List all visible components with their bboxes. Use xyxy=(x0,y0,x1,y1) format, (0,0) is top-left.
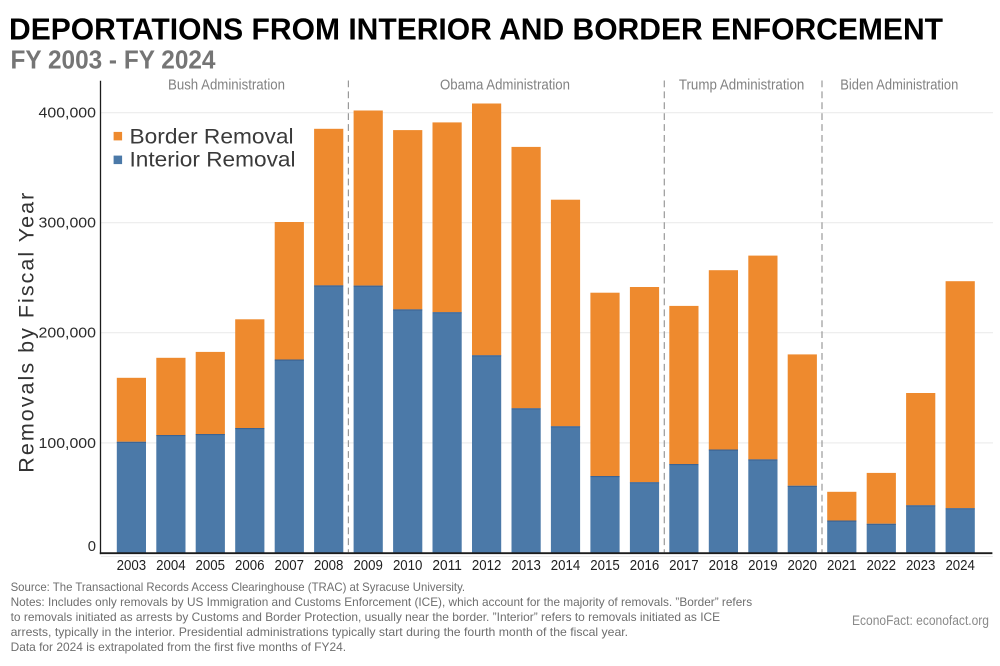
svg-text:2019: 2019 xyxy=(748,558,778,574)
svg-text:Data for 2024 is extrapolated: Data for 2024 is extrapolated from the f… xyxy=(11,641,346,654)
svg-text:2004: 2004 xyxy=(156,558,186,574)
svg-text:200,000: 200,000 xyxy=(39,326,97,342)
svg-text:2003: 2003 xyxy=(117,558,147,574)
svg-text:Obama Administration: Obama Administration xyxy=(440,77,570,93)
svg-text:to removals initiated as arres: to removals initiated as arrests by Cust… xyxy=(11,611,721,624)
svg-text:FY 2003 - FY 2024: FY 2003 - FY 2024 xyxy=(11,46,217,74)
svg-text:2008: 2008 xyxy=(314,558,344,574)
svg-text:Removals by Fiscal Year: Removals by Fiscal Year xyxy=(15,193,39,473)
svg-text:Source: The Transactional Reco: Source: The Transactional Records Access… xyxy=(11,581,466,594)
svg-text:2011: 2011 xyxy=(432,558,462,574)
svg-text:0: 0 xyxy=(88,539,96,555)
svg-text:2020: 2020 xyxy=(788,558,818,574)
svg-text:2022: 2022 xyxy=(867,558,897,574)
svg-text:2024: 2024 xyxy=(945,558,975,574)
svg-text:2014: 2014 xyxy=(551,558,581,574)
svg-text:2021: 2021 xyxy=(827,558,857,574)
svg-text:2007: 2007 xyxy=(275,558,305,574)
svg-text:EconoFact: econofact.org: EconoFact: econofact.org xyxy=(852,613,989,628)
svg-text:2009: 2009 xyxy=(353,558,383,574)
svg-text:2016: 2016 xyxy=(630,558,660,574)
svg-text:300,000: 300,000 xyxy=(39,215,97,231)
svg-text:DEPORTATIONS FROM INTERIOR AND: DEPORTATIONS FROM INTERIOR AND BORDER EN… xyxy=(9,12,943,47)
svg-text:2013: 2013 xyxy=(511,558,541,574)
svg-text:2017: 2017 xyxy=(669,558,699,574)
svg-text:Trump Administration: Trump Administration xyxy=(679,77,805,93)
svg-text:Interior Removal: Interior Removal xyxy=(130,148,296,172)
svg-text:arrests, typically in the inte: arrests, typically in the interior. Pres… xyxy=(11,626,629,639)
svg-text:2018: 2018 xyxy=(709,558,739,574)
svg-text:2010: 2010 xyxy=(393,558,423,574)
svg-text:2006: 2006 xyxy=(235,558,265,574)
svg-text:Biden Administration: Biden Administration xyxy=(840,77,958,93)
svg-text:2012: 2012 xyxy=(472,558,502,574)
svg-text:2005: 2005 xyxy=(196,558,226,574)
svg-text:2015: 2015 xyxy=(590,558,620,574)
svg-text:Notes: Includes only removals: Notes: Includes only removals by US Immi… xyxy=(11,596,753,609)
svg-text:400,000: 400,000 xyxy=(39,106,97,122)
svg-text:2023: 2023 xyxy=(906,558,936,574)
svg-text:Border Removal: Border Removal xyxy=(130,124,294,148)
svg-text:100,000: 100,000 xyxy=(39,436,97,452)
svg-text:Bush Administration: Bush Administration xyxy=(168,77,285,93)
